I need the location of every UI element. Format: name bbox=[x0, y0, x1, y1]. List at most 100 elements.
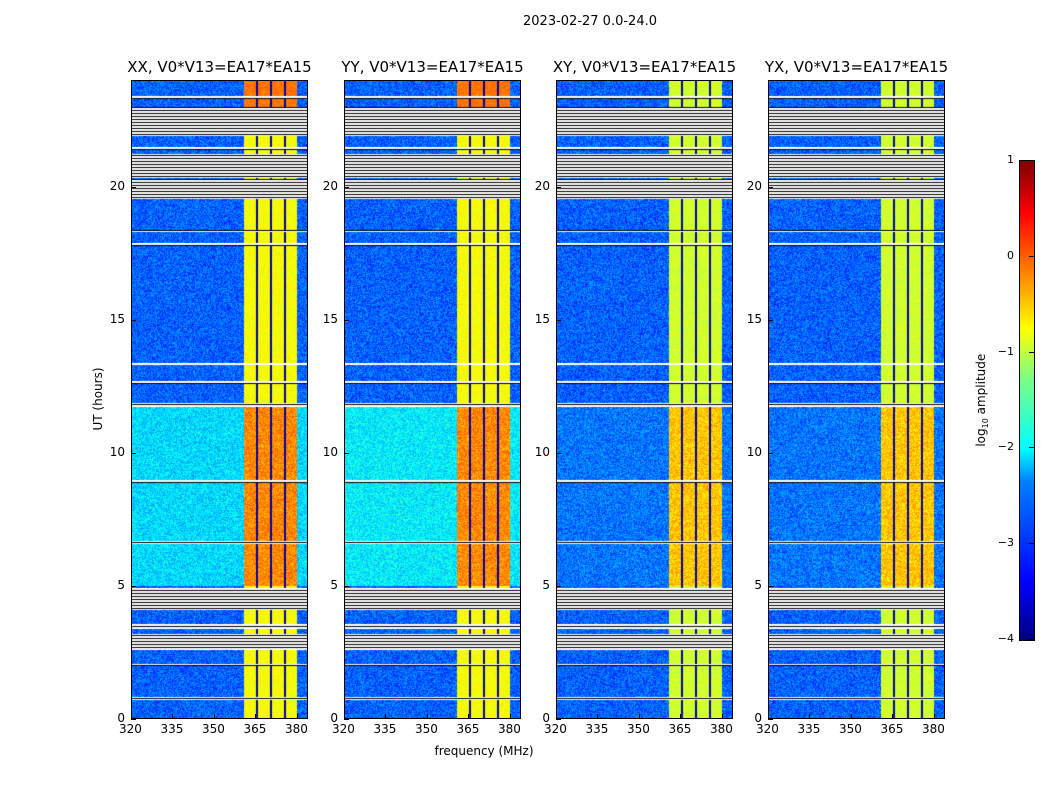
y-tick-mark bbox=[556, 719, 561, 720]
colorbar-label-prefix: log bbox=[973, 428, 988, 447]
colorbar-label-subscript: 10 bbox=[981, 418, 991, 429]
y-tick-mark bbox=[131, 186, 136, 188]
colorbar-label: log10 amplitude bbox=[974, 340, 990, 460]
x-tick-label: 335 bbox=[373, 722, 397, 736]
x-tick-mark bbox=[556, 714, 557, 719]
heatmap-yy bbox=[344, 80, 521, 719]
heatmap-xx bbox=[131, 80, 308, 719]
x-tick-label: 365 bbox=[243, 722, 267, 736]
heatmap-xy bbox=[556, 80, 733, 719]
y-tick-label: 10 bbox=[109, 444, 125, 459]
y-tick-label: 10 bbox=[534, 444, 550, 459]
x-tick-label: 380 bbox=[709, 722, 733, 736]
y-tick-mark bbox=[344, 719, 349, 720]
colorbar-tick-label: 0 bbox=[1007, 248, 1014, 262]
panel-title: XX, V0*V13=EA17*EA15 bbox=[127, 58, 312, 76]
x-tick-mark bbox=[850, 714, 852, 719]
panel-title: XY, V0*V13=EA17*EA15 bbox=[552, 58, 737, 76]
panel-yx: YX, V0*V13=EA17*EA15 320 335 350 365 380 0 5 10 1… bbox=[747, 58, 948, 736]
colorbar-tick-label: −4 bbox=[997, 632, 1014, 645]
x-tick-mark bbox=[933, 714, 935, 719]
y-tick-label: 5 bbox=[542, 577, 550, 592]
x-tick-label: 380 bbox=[921, 722, 945, 736]
x-tick-label: 350 bbox=[626, 722, 650, 736]
y-tick-mark bbox=[768, 452, 773, 454]
y-tick-mark bbox=[344, 452, 349, 454]
y-tick-mark bbox=[556, 452, 561, 454]
y-tick-mark bbox=[344, 186, 349, 188]
panel-title: YY, V0*V13=EA17*EA15 bbox=[341, 58, 524, 76]
colorbar-tick-label: −2 bbox=[997, 440, 1014, 454]
y-tick-label: 0 bbox=[542, 711, 550, 725]
x-tick-mark bbox=[809, 714, 811, 719]
y-tick-label: 20 bbox=[746, 178, 762, 193]
y-tick-label: 20 bbox=[109, 178, 125, 193]
y-tick-mark bbox=[344, 585, 349, 587]
y-tick-mark bbox=[768, 319, 773, 321]
x-tick-label: 320 bbox=[332, 722, 355, 736]
x-tick-mark bbox=[509, 714, 511, 719]
y-tick-label: 15 bbox=[534, 311, 550, 326]
x-tick-label: 335 bbox=[585, 722, 609, 736]
y-tick-label: 10 bbox=[746, 444, 762, 459]
y-tick-mark bbox=[768, 585, 773, 587]
panel-xx: XX, V0*V13=EA17*EA15 320 335 350 365 380 0 5 10 1… bbox=[110, 58, 312, 736]
x-axis-label: frequency (MHz) bbox=[434, 744, 534, 758]
x-tick-mark bbox=[892, 714, 894, 719]
x-tick-mark bbox=[468, 714, 470, 719]
y-tick-mark bbox=[556, 585, 561, 587]
x-tick-mark bbox=[721, 714, 723, 719]
panel-xy: XY, V0*V13=EA17*EA15 320 335 350 365 380 0 5 10 1… bbox=[535, 58, 736, 736]
x-tick-label: 365 bbox=[668, 722, 692, 736]
x-tick-mark bbox=[638, 714, 640, 719]
x-tick-mark bbox=[344, 714, 345, 719]
colorbar-tick-mark bbox=[1029, 255, 1034, 257]
y-tick-label: 15 bbox=[746, 311, 762, 326]
x-tick-mark bbox=[172, 714, 174, 719]
y-tick-label: 5 bbox=[330, 577, 338, 592]
x-tick-mark bbox=[296, 714, 298, 719]
y-tick-label: 10 bbox=[322, 444, 338, 459]
x-tick-label: 350 bbox=[414, 722, 438, 736]
heatmap-yx bbox=[768, 80, 945, 719]
x-tick-label: 380 bbox=[284, 722, 308, 736]
panel-title: YX, V0*V13=EA17*EA15 bbox=[764, 58, 949, 76]
x-tick-mark bbox=[131, 714, 132, 719]
y-tick-label: 0 bbox=[330, 711, 338, 725]
y-tick-label: 15 bbox=[322, 311, 338, 326]
y-tick-label: 0 bbox=[754, 711, 762, 725]
y-tick-mark bbox=[556, 186, 561, 188]
x-tick-label: 380 bbox=[497, 722, 521, 736]
y-tick-label: 5 bbox=[117, 577, 125, 592]
x-tick-label: 335 bbox=[797, 722, 821, 736]
figure-title: 2023-02-27 0.0-24.0 bbox=[523, 14, 657, 29]
y-tick-label: 15 bbox=[109, 311, 125, 326]
x-tick-label: 320 bbox=[119, 722, 142, 736]
x-tick-label: 350 bbox=[838, 722, 862, 736]
x-tick-label: 350 bbox=[201, 722, 225, 736]
y-tick-mark bbox=[131, 585, 136, 587]
x-tick-label: 335 bbox=[160, 722, 184, 736]
y-tick-label: 20 bbox=[534, 178, 550, 193]
y-tick-mark bbox=[131, 452, 136, 454]
y-tick-mark bbox=[131, 719, 136, 720]
x-tick-label: 365 bbox=[456, 722, 480, 736]
x-tick-mark bbox=[426, 714, 428, 719]
x-tick-mark bbox=[255, 714, 257, 719]
colorbar-tick-label: −1 bbox=[997, 344, 1014, 358]
panel-yy: YY, V0*V13=EA17*EA15 320 335 350 365 380 0 5 10 1… bbox=[323, 58, 524, 736]
colorbar-tick-label: −3 bbox=[997, 536, 1014, 550]
y-tick-mark bbox=[768, 719, 773, 720]
x-tick-label: 320 bbox=[756, 722, 779, 736]
colorbar-tick-label: 1 bbox=[1007, 153, 1014, 166]
colorbar-label-suffix: amplitude bbox=[973, 353, 988, 419]
colorbar-tick-mark bbox=[1029, 639, 1034, 640]
x-tick-label: 365 bbox=[880, 722, 904, 736]
colorbar-tick-mark bbox=[1029, 160, 1034, 161]
y-axis-label: UT (hours) bbox=[91, 367, 105, 431]
y-tick-label: 0 bbox=[117, 711, 125, 725]
y-tick-label: 5 bbox=[754, 577, 762, 592]
x-tick-mark bbox=[385, 714, 387, 719]
colorbar-tick-mark bbox=[1029, 447, 1034, 449]
